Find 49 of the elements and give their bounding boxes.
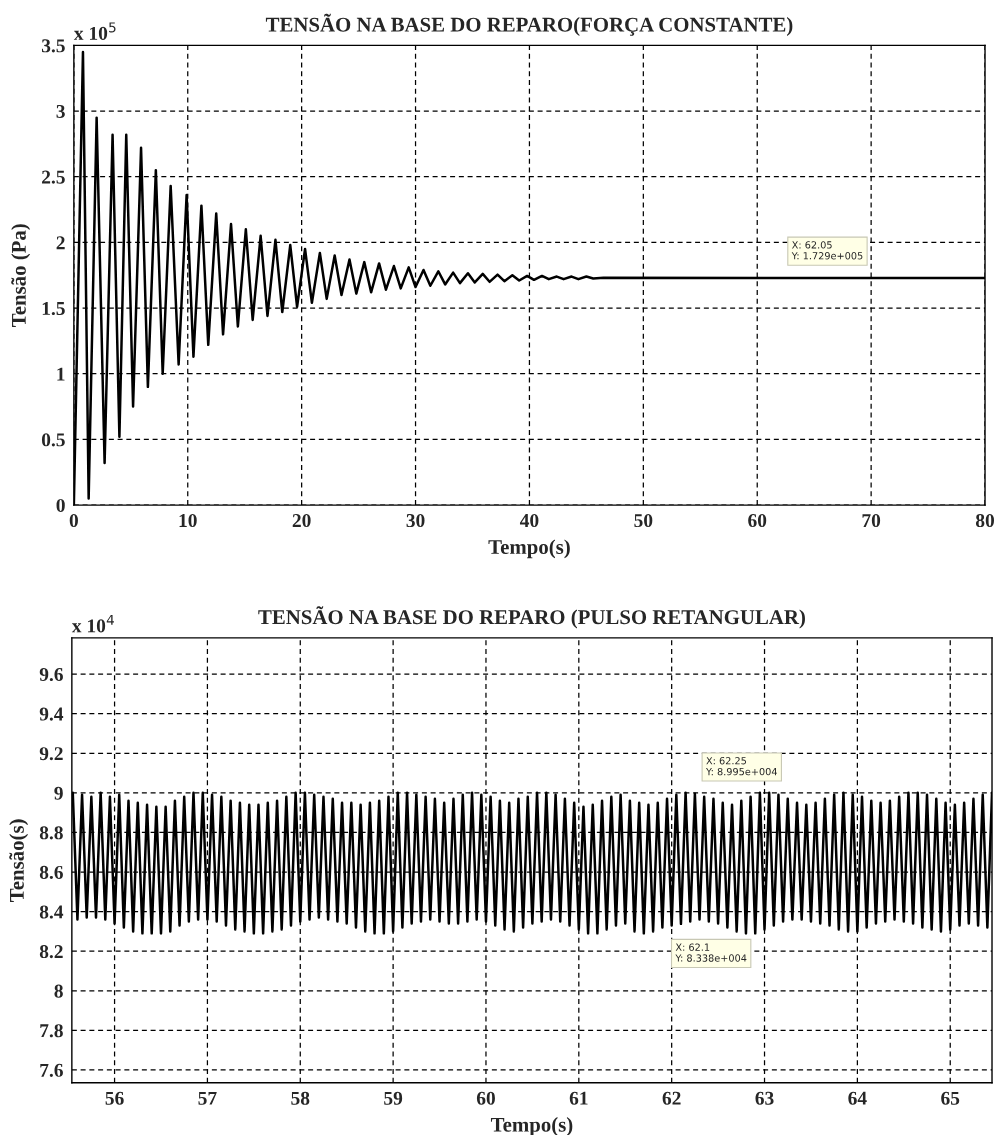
x-tick-label: 57 [198, 1091, 217, 1105]
x-tick-label: 62 [662, 1091, 681, 1105]
x-tick-label: 59 [384, 1091, 403, 1105]
x-tick-label: 70 [862, 513, 881, 528]
x-tick-label: 20 [292, 513, 311, 528]
y-tick-label: 2 [56, 236, 65, 250]
y-axis-title: Tensão(s) [9, 819, 29, 902]
x-tick-label: 0 [69, 513, 78, 528]
x-axis-title: Tempo(s) [488, 539, 570, 559]
x-tick-label: 58 [291, 1091, 310, 1105]
y-tick-label: 0.5 [41, 433, 65, 447]
chart-title: TENSÃO NA BASE DO REPARO(FORÇA CONSTANTE) [265, 13, 793, 36]
text: x 10$^{5}$ [73, 22, 116, 40]
text: x 10$^{4}$ [71, 614, 114, 633]
y-tick-label: 8 [54, 984, 63, 998]
x-tick-label: 40 [519, 513, 539, 528]
y-tick-label: 9.2 [39, 747, 63, 761]
y-tick-label: 7.8 [40, 1024, 63, 1038]
y-tick-label: 1 [57, 367, 65, 381]
x-axis-title: Tempo(s) [490, 1117, 573, 1135]
y-tick-label: 8.4 [39, 905, 64, 919]
annotation: X: 62.1 Y: 8.338e+004 [675, 943, 747, 962]
x-tick-label: 80 [975, 513, 995, 528]
y-tick-label: 1.5 [42, 301, 65, 316]
x-tick-label: 50 [634, 513, 653, 528]
y-tick-label: 9.6 [39, 667, 63, 682]
y-tick-label: 3 [56, 104, 65, 119]
annotation: X: 62.25 Y: 8.995e+004 [705, 757, 777, 776]
x-tick-label: 10 [179, 513, 197, 528]
y-tick-label: 0 [56, 498, 65, 513]
annotation: X: 62.05 Y: 1.729e+005 [791, 241, 863, 260]
x-tick-label: 30 [406, 513, 425, 528]
x-tick-label: 63 [755, 1091, 774, 1105]
x-tick-label: 60 [748, 513, 767, 528]
y-tick-label: 8.6 [39, 865, 63, 880]
y-tick-label: 7.6 [40, 1063, 63, 1077]
y-axis-title: Tensão (Pa) [11, 224, 31, 327]
y-tick-label: 2.5 [42, 170, 65, 184]
y-tick-label: 9 [54, 786, 63, 800]
x-tick-label: 56 [105, 1091, 124, 1105]
x-tick-label: 61 [569, 1091, 588, 1105]
x-tick-label: 65 [941, 1091, 960, 1105]
y-tick-label: 9.4 [39, 707, 64, 721]
y-tick-label: 8.2 [39, 944, 63, 959]
x-tick-label: 64 [848, 1091, 867, 1105]
x-tick-label: 60 [476, 1091, 495, 1105]
y-tick-label: 8.8 [39, 826, 63, 840]
chart-title: TENSÃO NA BASE DO REPARO (PULSO RETANGULAR) [258, 606, 805, 629]
y-tick-label: 3.5 [41, 39, 65, 53]
